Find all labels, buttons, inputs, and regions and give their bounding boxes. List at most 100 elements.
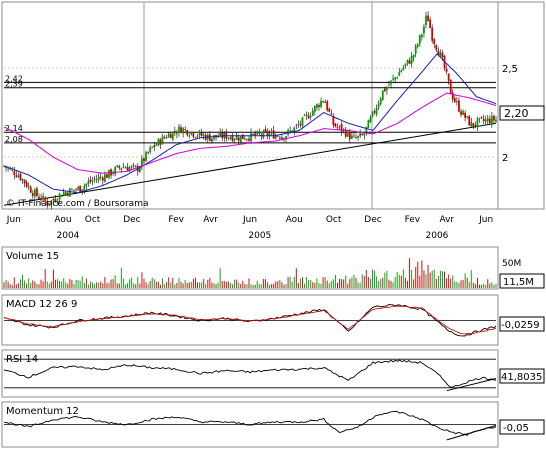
candle-body xyxy=(124,167,127,169)
candle-body xyxy=(381,90,384,100)
candle-body xyxy=(58,193,61,200)
candle-body xyxy=(66,192,69,196)
candle-body xyxy=(50,200,53,205)
candle-body xyxy=(237,137,240,141)
candle-body xyxy=(229,137,232,139)
candle-body xyxy=(416,44,419,47)
candle-body xyxy=(371,111,374,117)
candle-body xyxy=(128,167,131,172)
candle-body xyxy=(153,145,156,148)
candle-body xyxy=(404,63,407,66)
candle-body xyxy=(87,181,90,184)
candle-body xyxy=(303,115,306,116)
candle-body xyxy=(276,135,279,137)
candle-body xyxy=(272,130,275,139)
candle-body xyxy=(342,129,345,130)
candle-body xyxy=(143,158,145,162)
candle-body xyxy=(85,183,88,187)
candle-body xyxy=(202,134,205,136)
svg-text:11,5M: 11,5M xyxy=(503,277,534,288)
candle-body xyxy=(412,54,415,58)
candle-body xyxy=(200,132,203,136)
candle-body xyxy=(81,189,84,193)
candle-body xyxy=(488,118,491,124)
candle-body xyxy=(313,106,316,112)
candle-body xyxy=(258,132,261,134)
macd-current-value: -0,0259 xyxy=(499,316,545,332)
year-label: 2006 xyxy=(426,231,449,241)
candle-body xyxy=(211,138,213,142)
candle-body xyxy=(21,179,24,181)
candle-body xyxy=(155,144,158,146)
candle-body xyxy=(180,127,182,133)
candle-body xyxy=(330,113,333,115)
candle-body xyxy=(159,139,162,145)
candle-body xyxy=(227,137,230,139)
candle-body xyxy=(132,164,135,166)
support-trendline xyxy=(3,122,497,206)
candle-body xyxy=(408,60,411,64)
candle-body xyxy=(464,112,467,118)
svg-text:-0,05: -0,05 xyxy=(503,423,529,434)
candle-body xyxy=(79,185,82,192)
candle-body xyxy=(361,133,364,136)
momentum-panel-frame xyxy=(1,401,499,448)
candle-body xyxy=(243,138,246,140)
candle-body xyxy=(40,197,42,201)
candle-body xyxy=(19,173,22,180)
candle-body xyxy=(334,123,337,127)
candle-body xyxy=(493,115,495,121)
candle-body xyxy=(157,139,160,146)
month-label: Fev xyxy=(405,215,421,225)
month-label: Oct xyxy=(85,215,101,225)
candle-body xyxy=(278,137,281,139)
candle-body xyxy=(287,130,289,135)
month-label: Oct xyxy=(326,215,342,225)
candle-body xyxy=(217,136,219,138)
candle-body xyxy=(289,130,292,132)
price-series xyxy=(3,53,497,194)
candle-body xyxy=(379,98,382,105)
candle-body xyxy=(250,132,252,142)
candle-body xyxy=(484,119,487,122)
candle-body xyxy=(173,130,176,133)
candle-body xyxy=(320,100,322,107)
candle-body xyxy=(7,167,10,169)
candle-body xyxy=(169,133,172,139)
candle-body xyxy=(365,126,368,132)
candle-body xyxy=(112,173,115,175)
candle-body xyxy=(482,118,485,121)
candle-body xyxy=(256,131,259,135)
candle-body xyxy=(31,192,34,196)
candle-body xyxy=(75,189,77,191)
candle-body xyxy=(264,129,267,132)
macd-panel-frame xyxy=(1,294,499,346)
candle-body xyxy=(118,166,121,168)
candle-body xyxy=(219,132,222,137)
candle-body xyxy=(480,116,483,118)
candle-body xyxy=(400,70,403,72)
candle-body xyxy=(54,199,57,202)
candle-body xyxy=(38,196,40,199)
candle-body xyxy=(305,114,308,116)
candle-body xyxy=(184,129,187,131)
candle-body xyxy=(414,45,417,54)
candle-body xyxy=(171,131,174,140)
indicator-support-line xyxy=(446,378,497,392)
candle-body xyxy=(194,137,197,139)
candle-body xyxy=(447,73,450,81)
candle-body xyxy=(402,67,405,70)
candle-body xyxy=(476,118,479,128)
candle-body xyxy=(192,133,195,137)
candle-body xyxy=(425,15,427,25)
candle-body xyxy=(270,131,273,133)
momentum-line xyxy=(3,411,497,436)
candle-body xyxy=(116,165,119,168)
indicator-support-line xyxy=(446,425,497,441)
momentum-title: Momentum 12 xyxy=(6,406,79,417)
candle-body xyxy=(141,158,143,167)
volume-tick-label: 50M xyxy=(502,259,521,269)
candle-body xyxy=(373,111,376,113)
candle-body xyxy=(439,52,442,57)
